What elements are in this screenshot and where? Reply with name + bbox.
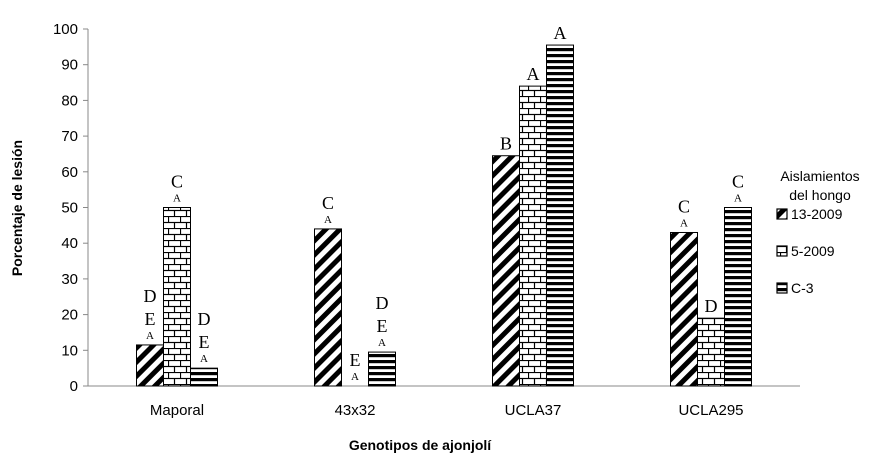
sig-letter: D (705, 296, 718, 316)
y-tick-label: 30 (61, 271, 78, 288)
sig-letter: C (732, 172, 744, 192)
x-tick-label: 43x32 (335, 402, 376, 419)
legend-swatch-13-2009 (776, 208, 788, 220)
y-axis-title-group: Porcentaje de lesión (9, 140, 25, 276)
sig-letter: D (376, 293, 389, 313)
y-tick-label: 80 (61, 92, 78, 109)
y-tick-label: 40 (61, 235, 78, 252)
x-tick-label: UCLA295 (678, 402, 743, 419)
y-tick-label: 90 (61, 57, 78, 74)
sig-letter: A (554, 23, 567, 43)
sig-letter: A (527, 64, 540, 84)
sig-letter-small: A (734, 193, 742, 205)
bar-5-2009-Maporal (163, 207, 191, 387)
bar-C-3-UCLA295 (724, 207, 752, 387)
sig-letter: E (199, 332, 210, 352)
bar-13-2009-UCLA37 (492, 155, 520, 387)
legend: Aislamientos del hongo 13-2009 5-2009 C-3 (776, 168, 860, 296)
x-axis-title: Genotipos de ajonjolí (349, 437, 492, 453)
y-axis-title: Porcentaje de lesión (9, 140, 25, 276)
bar-C-3-Maporal (190, 367, 218, 387)
sig-letter: E (145, 309, 156, 329)
legend-swatch-5-2009 (776, 245, 788, 257)
sig-letter: E (350, 350, 361, 370)
y-tick-label: 0 (70, 378, 78, 395)
y-tick-label: 60 (61, 164, 78, 181)
bar-C-3-UCLA37 (546, 44, 574, 387)
sig-letter-small: A (680, 217, 688, 229)
sig-letter-small: A (324, 214, 332, 226)
y-tick-label: 10 (61, 342, 78, 359)
bars (136, 44, 752, 387)
legend-title-line2: del hongo (789, 187, 851, 203)
sig-letter: C (171, 172, 183, 192)
sig-letter-small: A (173, 193, 181, 205)
sig-letter-small: A (200, 353, 208, 365)
bar-13-2009-Maporal (136, 344, 164, 387)
x-tick-label: Maporal (150, 402, 204, 419)
legend-label-5-2009: 5-2009 (791, 243, 835, 259)
bar-13-2009-43x32 (314, 228, 342, 387)
legend-swatch-C-3 (776, 282, 788, 294)
bar-5-2009-UCLA295 (697, 317, 725, 387)
sig-letter: C (678, 196, 690, 216)
sig-letter: E (377, 316, 388, 336)
y-tick-label: 50 (61, 200, 78, 217)
sig-letter: C (322, 193, 334, 213)
bar-13-2009-UCLA295 (670, 231, 698, 387)
y-tick-label: 20 (61, 307, 78, 324)
sig-letter: D (144, 286, 157, 306)
sig-letter-small: A (146, 330, 154, 342)
legend-label-C-3: C-3 (791, 280, 814, 296)
legend-label-13-2009: 13-2009 (791, 206, 843, 222)
y-tick-label: 100 (53, 21, 78, 38)
bar-C-3-43x32 (368, 351, 396, 387)
x-tick-label: UCLA37 (505, 402, 562, 419)
sig-letter-small: A (351, 371, 359, 383)
sig-letter: B (500, 134, 512, 154)
x-tick-labels: Maporal 43x32 UCLA37 UCLA295 (150, 402, 744, 419)
y-tick-label: 70 (61, 128, 78, 145)
legend-title-line1: Aislamientos (780, 168, 859, 184)
y-tick-labels: 0 10 20 30 40 50 60 70 80 90 100 (53, 21, 78, 395)
sig-letter-small: A (378, 337, 386, 349)
sig-letter: D (198, 309, 211, 329)
bar-5-2009-UCLA37 (519, 85, 547, 387)
